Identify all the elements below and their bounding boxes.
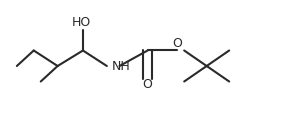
Text: HO: HO bbox=[72, 16, 91, 29]
Text: NH: NH bbox=[112, 60, 131, 73]
Text: O: O bbox=[172, 37, 182, 50]
Text: O: O bbox=[143, 78, 153, 91]
